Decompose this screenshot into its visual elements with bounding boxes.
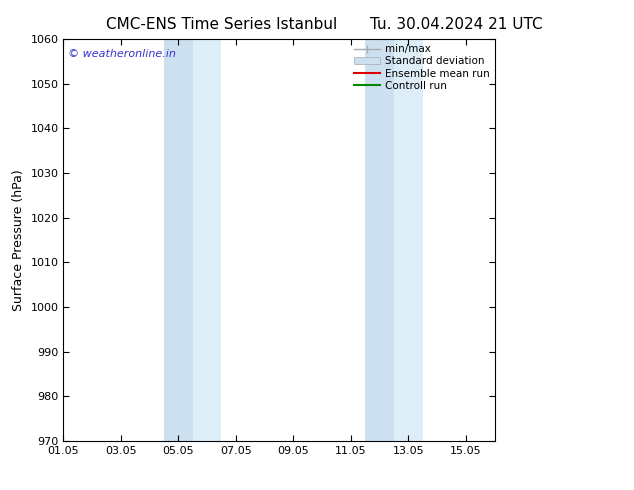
- Y-axis label: Surface Pressure (hPa): Surface Pressure (hPa): [12, 169, 25, 311]
- Text: Tu. 30.04.2024 21 UTC: Tu. 30.04.2024 21 UTC: [370, 17, 543, 32]
- Bar: [193, 39, 221, 441]
- Text: CMC-ENS Time Series Istanbul: CMC-ENS Time Series Istanbul: [107, 17, 337, 32]
- Bar: [164, 39, 193, 441]
- Bar: [365, 39, 394, 441]
- Legend: min/max, Standard deviation, Ensemble mean run, Controll run: min/max, Standard deviation, Ensemble me…: [354, 45, 489, 91]
- Bar: [394, 39, 423, 441]
- Text: © weatheronline.in: © weatheronline.in: [68, 49, 176, 59]
